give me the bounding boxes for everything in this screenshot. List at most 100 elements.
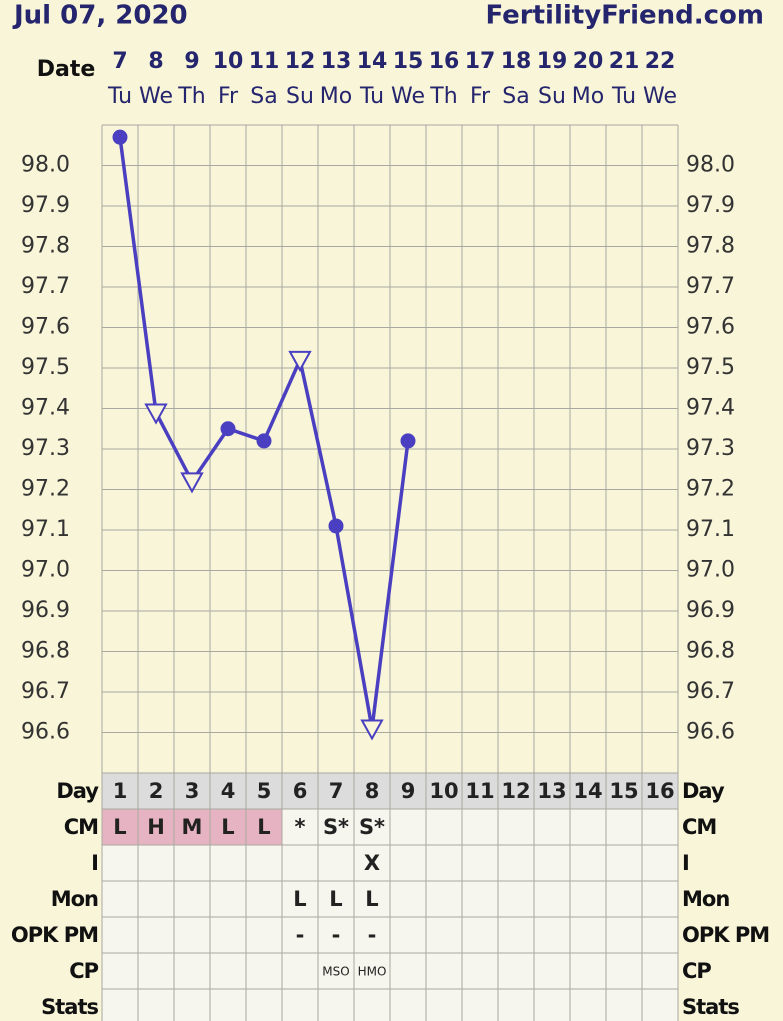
cell-bg xyxy=(354,773,390,809)
cell-bg xyxy=(426,953,462,989)
row-label: Day xyxy=(56,779,99,803)
y-tick-label-right: 97.6 xyxy=(686,315,735,340)
cell-bg xyxy=(282,809,318,845)
cell-bg xyxy=(606,953,642,989)
cell-bg xyxy=(534,845,570,881)
cell-text: 14 xyxy=(573,779,602,803)
cell-bg xyxy=(498,845,534,881)
date-number: 17 xyxy=(465,49,496,74)
cell-bg xyxy=(210,845,246,881)
cell-bg xyxy=(318,953,354,989)
cell-bg xyxy=(138,881,174,917)
cell-bg xyxy=(390,989,426,1021)
cell-text: S* xyxy=(359,815,385,839)
y-tick-label: 97.8 xyxy=(21,234,70,259)
temp-point xyxy=(400,433,416,449)
cell-bg xyxy=(174,845,210,881)
cell-bg xyxy=(462,809,498,845)
cell-bg xyxy=(498,989,534,1021)
cell-bg xyxy=(642,773,678,809)
date-label: Date xyxy=(37,57,96,82)
cell-text: L xyxy=(221,815,234,839)
cell-bg xyxy=(102,953,138,989)
cell-bg xyxy=(354,917,390,953)
cell-bg xyxy=(246,917,282,953)
weekday: Tu xyxy=(611,84,636,109)
y-tick-label-right: 97.1 xyxy=(686,517,735,542)
cell-bg xyxy=(606,881,642,917)
cell-bg xyxy=(138,953,174,989)
y-tick-label: 97.2 xyxy=(21,477,70,502)
cell-bg xyxy=(390,809,426,845)
cell-bg xyxy=(210,809,246,845)
cell-bg xyxy=(318,989,354,1021)
cell-text: 6 xyxy=(293,779,308,803)
cell-text: L xyxy=(257,815,270,839)
cell-bg xyxy=(210,989,246,1021)
cell-bg xyxy=(102,881,138,917)
y-tick-label-right: 97.7 xyxy=(686,274,735,299)
cell-bg xyxy=(354,989,390,1021)
cell-bg xyxy=(138,773,174,809)
cell-bg xyxy=(102,917,138,953)
date-number: 21 xyxy=(609,49,640,74)
cell-bg xyxy=(426,845,462,881)
temp-point-open xyxy=(360,719,384,741)
cell-bg xyxy=(642,989,678,1021)
cell-bg xyxy=(138,845,174,881)
cell-bg xyxy=(426,917,462,953)
y-tick-label-right: 98.0 xyxy=(686,153,735,178)
cell-text: MSO xyxy=(322,965,349,979)
weekday: Tu xyxy=(359,84,384,109)
cell-bg xyxy=(462,917,498,953)
cell-bg xyxy=(102,845,138,881)
cell-bg xyxy=(462,989,498,1021)
y-tick-label: 96.7 xyxy=(21,679,70,704)
temp-line xyxy=(118,136,410,729)
date-number: 18 xyxy=(501,49,532,74)
cell-bg xyxy=(498,917,534,953)
cell-bg xyxy=(534,917,570,953)
cell-bg xyxy=(282,917,318,953)
row-label: Mon xyxy=(51,887,98,911)
date-number: 7 xyxy=(112,49,127,74)
cell-bg xyxy=(390,773,426,809)
cell-bg xyxy=(318,809,354,845)
weekday: We xyxy=(643,84,677,109)
cell-text: H xyxy=(147,815,165,839)
cell-bg xyxy=(246,773,282,809)
cell-bg xyxy=(534,953,570,989)
cell-bg xyxy=(534,809,570,845)
row-label: CP xyxy=(69,959,98,983)
cell-bg xyxy=(102,989,138,1021)
cell-bg xyxy=(498,953,534,989)
cell-text: 7 xyxy=(329,779,344,803)
temp-point xyxy=(112,129,128,145)
cell-text: 12 xyxy=(501,779,530,803)
cell-bg xyxy=(390,953,426,989)
cell-bg xyxy=(426,881,462,917)
cell-bg xyxy=(498,881,534,917)
cell-bg xyxy=(606,989,642,1021)
cell-bg xyxy=(246,953,282,989)
cell-bg xyxy=(462,953,498,989)
y-tick-label: 97.9 xyxy=(21,193,70,218)
cell-bg xyxy=(210,953,246,989)
date-number: 16 xyxy=(429,49,460,74)
cell-text: 10 xyxy=(429,779,458,803)
row-label-right: CM xyxy=(682,815,716,839)
date-number: 10 xyxy=(213,49,244,74)
cell-bg xyxy=(102,809,138,845)
temp-point-open xyxy=(144,403,168,425)
date-number: 20 xyxy=(573,49,604,74)
y-tick-label-right: 96.9 xyxy=(686,598,735,623)
y-tick-label-right: 96.7 xyxy=(686,679,735,704)
cell-bg xyxy=(642,881,678,917)
cell-bg xyxy=(210,917,246,953)
cell-bg xyxy=(426,989,462,1021)
cell-bg xyxy=(282,881,318,917)
y-tick-label-right: 97.2 xyxy=(686,477,735,502)
temp-point xyxy=(256,433,272,449)
cell-bg xyxy=(210,773,246,809)
cell-text: - xyxy=(332,923,341,947)
